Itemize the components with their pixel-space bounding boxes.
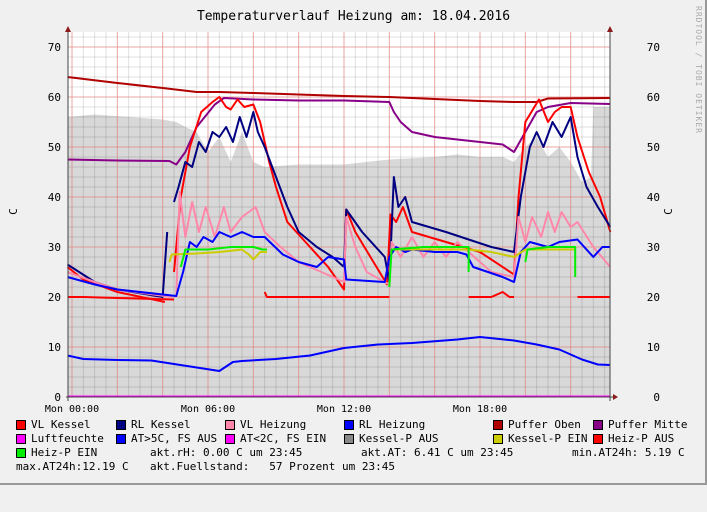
info-akt-rh: akt.rH: 0.00 C um 23:45 <box>150 446 303 459</box>
legend-swatch <box>16 419 26 430</box>
series-line-heiz-p-ein <box>388 246 470 288</box>
legend-item: Heiz-P AUS <box>593 432 674 445</box>
y-tick-label-right: 60 <box>647 91 660 104</box>
legend-item: AT>5C, FS AUS <box>116 432 217 445</box>
legend-swatch <box>344 419 354 430</box>
chart-plot: 0 0 10 10 20 20 30 30 40 40 50 50 60 60 70 70 Mon 00:00 M… <box>45 26 660 415</box>
legend-item: RL Heizung <box>344 418 425 431</box>
legend-label: RL Kessel <box>131 418 191 431</box>
y-tick-label-left: 10 <box>48 341 61 354</box>
legend-label: Luftfeuchte <box>31 432 104 445</box>
y-tick-label-left: 0 <box>54 391 61 404</box>
series-line-vl-heizung <box>175 191 612 298</box>
legend-swatch <box>593 419 603 430</box>
legend-item: Kessel-P AUS <box>344 432 438 445</box>
info-min-at: min.AT24h: 5.19 C <box>572 446 685 459</box>
legend-swatch <box>16 433 26 444</box>
series-line-vl-kessel <box>173 96 612 291</box>
legend-label: Kessel-P EIN <box>508 432 588 445</box>
legend-swatch <box>344 433 354 444</box>
legend-swatch <box>225 433 235 444</box>
legend-label: VL Heizung <box>240 418 307 431</box>
y-tick-label-left: 70 <box>48 41 61 54</box>
legend: VL Kessel RL Kessel VL Heizung RL Heizung Pu… <box>16 418 706 474</box>
legend-row: max.AT24h:12.19 C akt.Fuellstand: 57 Pro… <box>16 460 706 474</box>
y-axis-arrow-icon <box>607 26 613 32</box>
y-axis-arrow-icon <box>65 26 71 32</box>
x-axis-arrow-icon <box>613 394 618 400</box>
x-tick-label: Mon 06:00 <box>181 404 235 415</box>
y-tick-label-left: 50 <box>48 141 61 154</box>
chart-frame <box>0 0 707 485</box>
rrdtool-watermark: RRDTOOL / TOBI OETIKER <box>694 6 703 134</box>
y-tick-label-left: 40 <box>48 191 61 204</box>
legend-item: Luftfeuchte <box>16 432 104 445</box>
y-tick-label-left: 30 <box>48 241 61 254</box>
legend-label: Heiz-P EIN <box>31 446 98 459</box>
legend-item: RL Kessel <box>116 418 191 431</box>
series-line-heiz-p-aus <box>468 291 514 298</box>
y-tick-label-right: 50 <box>647 141 660 154</box>
legend-row: akt.rH: 0.00 C um 23:45 akt.AT: 6.41 C u… <box>16 446 706 460</box>
legend-item: Puffer Mitte <box>593 418 687 431</box>
y-tick-label-right: 70 <box>647 41 660 54</box>
legend-swatch <box>16 447 26 458</box>
x-tick-label: Mon 00:00 <box>45 404 99 415</box>
legend-item: VL Heizung <box>225 418 306 431</box>
legend-item: Heiz-P EIN <box>16 446 97 459</box>
chart-title: Temperaturverlauf Heizung am: 18.04.2016 <box>196 9 511 24</box>
legend-swatch <box>493 419 503 430</box>
info-fuellstand: akt.Fuellstand: 57 Prozent um 23:45 <box>150 460 396 473</box>
series-line-kessel-p-ein <box>391 248 576 258</box>
legend-row: VL Kessel RL Kessel VL Heizung RL Heizung Pu… <box>16 418 706 432</box>
series-line-rl-kessel <box>173 111 612 283</box>
legend-item: Kessel-P EIN <box>493 432 587 445</box>
y-tick-label-right: 30 <box>647 241 660 254</box>
y-tick-label-right: 0 <box>653 391 660 404</box>
legend-label: RL Heizung <box>359 418 426 431</box>
legend-label: Heiz-P AUS <box>608 432 675 445</box>
y-tick-label-left: 60 <box>48 91 61 104</box>
y-tick-label-right: 10 <box>647 341 660 354</box>
fuellstand-area <box>67 107 611 397</box>
legend-row: Luftfeuchte AT>5C, FS AUS AT<2C, FS EIN Kes… <box>16 432 706 446</box>
legend-label: Puffer Mitte <box>608 418 688 431</box>
legend-label: Kessel-P AUS <box>359 432 439 445</box>
legend-item: Puffer Oben <box>493 418 581 431</box>
series-line-heiz-p-ein <box>179 246 267 268</box>
legend-item: VL Kessel <box>16 418 91 431</box>
legend-item: AT<2C, FS EIN <box>225 432 326 445</box>
legend-swatch <box>593 433 603 444</box>
legend-swatch <box>493 433 503 444</box>
legend-label: Puffer Oben <box>508 418 581 431</box>
info-max-at: max.AT24h:12.19 C <box>16 460 129 473</box>
series-line-puffer-oben <box>67 76 611 103</box>
series-line-kessel-p-ein <box>168 248 267 263</box>
series-line-at-5c-fs-aus <box>67 336 611 372</box>
legend-swatch <box>116 419 126 430</box>
info-akt-at: akt.AT: 6.41 C um 23:45 <box>361 446 514 459</box>
legend-label: AT>5C, FS AUS <box>131 432 218 445</box>
legend-label: VL Kessel <box>31 418 91 431</box>
series-line-rl-heizung <box>67 231 611 297</box>
x-tick-label: Mon 12:00 <box>317 404 371 415</box>
y-tick-label-right: 20 <box>647 291 660 304</box>
legend-label: AT<2C, FS EIN <box>240 432 327 445</box>
x-tick-label: Mon 18:00 <box>453 404 507 415</box>
legend-swatch <box>225 419 235 430</box>
series-line-heiz-p-ein <box>524 246 577 277</box>
y-tick-label-left: 20 <box>48 291 61 304</box>
series-line-heiz-p-aus <box>263 291 390 298</box>
legend-swatch <box>116 433 126 444</box>
y-tick-label-right: 40 <box>647 191 660 204</box>
